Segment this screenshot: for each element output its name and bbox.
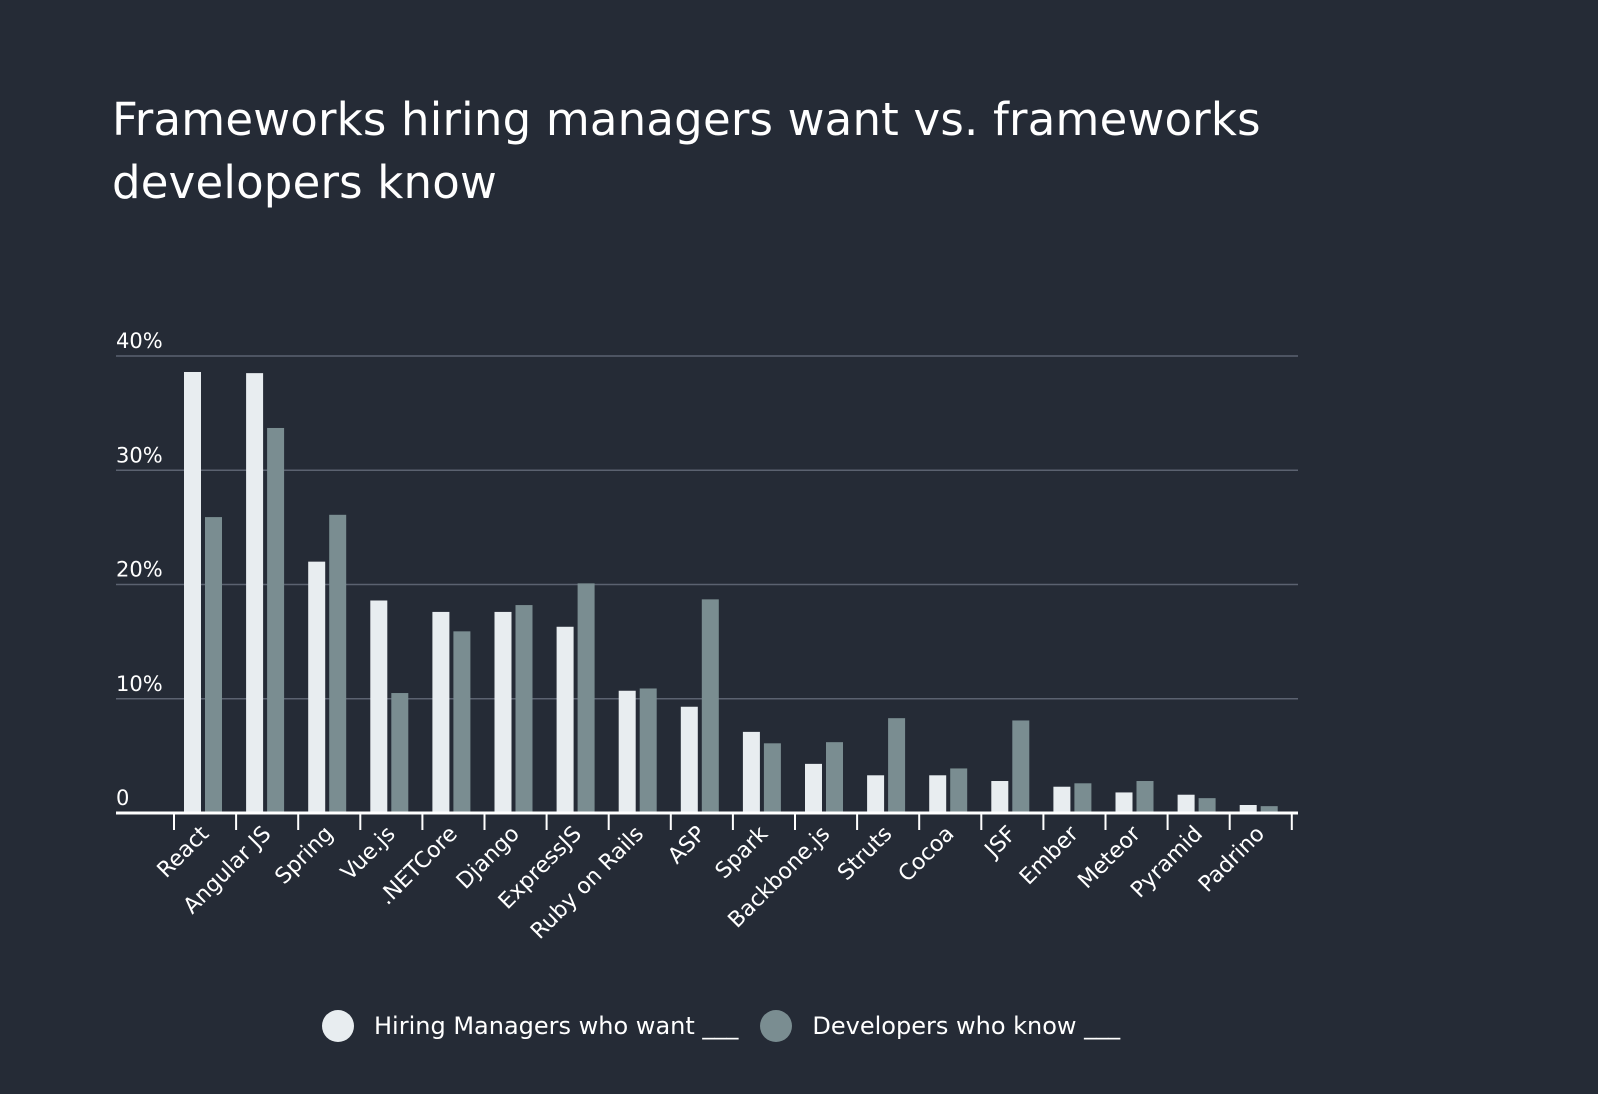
bar-hiring-managers-15 [1115, 792, 1133, 813]
bar-developers-2 [329, 514, 347, 813]
x-tick-label: Spring [271, 822, 339, 890]
bar-developers-9 [763, 743, 781, 813]
legend-swatch-developers [760, 1010, 793, 1042]
legend-swatch-hiring-managers [322, 1010, 354, 1042]
x-tick-label: Padrino [1194, 822, 1270, 898]
bar-hiring-managers-9 [742, 731, 760, 813]
bar-hiring-managers-0 [184, 371, 201, 813]
bar-hiring-managers-11 [867, 775, 885, 813]
y-tick-label: 40% [116, 329, 163, 353]
bar-hiring-managers-14 [1053, 786, 1071, 813]
legend-item-developers: Developers who know ___ [760, 1010, 1120, 1042]
x-tick-label: JSF [979, 822, 1022, 865]
bar-hiring-managers-13 [991, 781, 1009, 813]
bar-developers-14 [1074, 783, 1092, 813]
y-tick-label: 20% [116, 558, 163, 582]
bar-developers-3 [391, 693, 409, 813]
bar-hiring-managers-7 [618, 690, 636, 813]
legend-label-hiring-managers: Hiring Managers who want ___ [374, 1012, 739, 1040]
bar-developers-0 [205, 517, 222, 813]
bar-hiring-managers-4 [432, 611, 450, 813]
bar-developers-5 [515, 605, 533, 813]
bar-hiring-managers-1 [246, 373, 264, 813]
bar-hiring-managers-10 [805, 763, 822, 813]
x-tick-label: Ruby on Rails [526, 822, 649, 945]
bar-hiring-managers-8 [680, 706, 698, 813]
x-axis [116, 811, 1298, 830]
bar-developers-10 [826, 742, 843, 813]
bar-developers-8 [701, 599, 719, 813]
bars [184, 371, 1278, 813]
bar-hiring-managers-16 [1177, 794, 1195, 813]
bar-developers-12 [950, 768, 968, 813]
chart-title: Frameworks hiring managers want vs. fram… [112, 93, 1261, 209]
y-tick-label: 10% [116, 672, 163, 696]
bar-hiring-managers-3 [370, 600, 388, 813]
y-tick-label: 0 [116, 786, 129, 810]
bar-hiring-managers-2 [308, 561, 326, 813]
bar-developers-17 [1260, 806, 1278, 813]
x-tick-label: Cocoa [894, 822, 960, 888]
bar-developers-16 [1198, 798, 1216, 813]
bar-hiring-managers-6 [556, 626, 574, 813]
bar-developers-6 [577, 583, 595, 813]
bar-developers-13 [1012, 720, 1030, 813]
legend-label-developers: Developers who know ___ [812, 1012, 1121, 1040]
bar-hiring-managers-12 [929, 775, 947, 813]
bar-hiring-managers-5 [494, 611, 512, 813]
bar-developers-11 [888, 718, 906, 813]
legend-item-hiring-managers: Hiring Managers who want ___ [322, 1010, 738, 1042]
x-tick-label: Ember [1015, 821, 1084, 890]
bar-developers-15 [1136, 781, 1154, 813]
bar-developers-7 [639, 688, 657, 813]
legend: Hiring Managers who want ___ Developers … [322, 1008, 1142, 1044]
bar-hiring-managers-17 [1239, 805, 1257, 813]
bar-developers-4 [453, 631, 471, 813]
bar-developers-1 [267, 427, 285, 813]
x-tick-label: Struts [833, 822, 897, 886]
y-tick-label: 30% [116, 443, 163, 467]
